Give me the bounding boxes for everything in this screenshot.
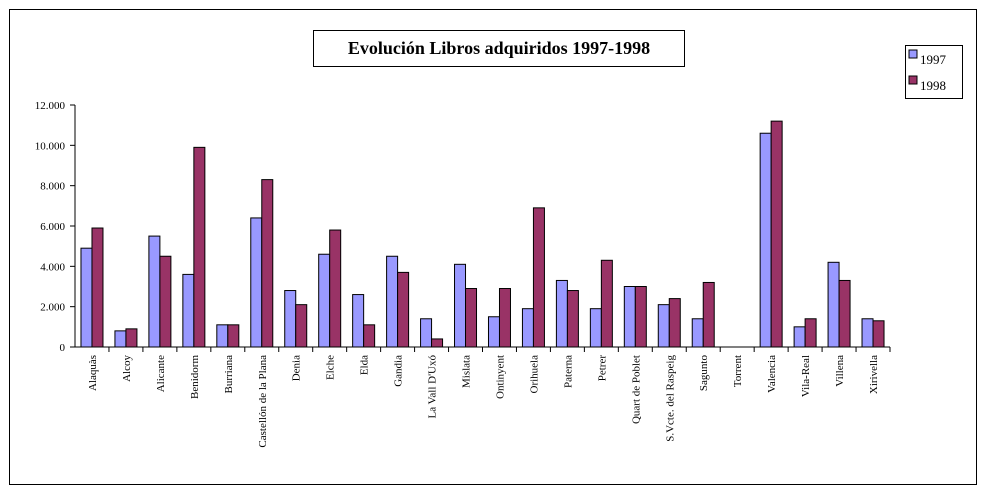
x-tick-label: La Vall D'Uxó	[427, 355, 439, 419]
bar	[566, 290, 579, 348]
bar	[216, 324, 229, 348]
bar	[193, 146, 206, 348]
bar	[295, 304, 308, 348]
y-tick-label: 8.000	[40, 181, 65, 193]
y-tick-label: 4.000	[40, 261, 65, 273]
bar	[623, 286, 636, 348]
x-tick-label: Sagunto	[698, 355, 710, 392]
x-tick-label: Alicante	[155, 355, 167, 392]
legend-label: 1997	[920, 52, 947, 67]
legend-swatch	[908, 49, 918, 59]
bar	[148, 235, 161, 348]
x-tick-label: Paterna	[562, 355, 574, 388]
y-tick-label: 10.000	[35, 140, 66, 152]
x-tick-label: Petrer	[596, 355, 608, 382]
bar	[555, 279, 568, 348]
bar	[352, 294, 365, 348]
bar	[465, 288, 478, 348]
x-tick-label: Valencia	[766, 355, 778, 393]
y-tick-label: 2.000	[40, 302, 65, 314]
x-tick-label: Torrent	[732, 355, 744, 387]
x-tick-label: Mislata	[461, 355, 473, 388]
x-tick-label: Ontinyent	[494, 355, 506, 399]
bar	[770, 120, 783, 348]
x-tick-label: Denia	[291, 355, 303, 381]
y-tick-label: 12.000	[35, 100, 66, 112]
bar	[386, 255, 399, 348]
x-tick-label: S.Vcte. del Raspeig	[664, 355, 676, 442]
x-tick-label: Gandia	[393, 355, 405, 387]
legend-swatch	[908, 75, 918, 85]
x-tick-label: Orihuela	[528, 355, 540, 394]
bar	[793, 326, 806, 348]
bar	[521, 308, 534, 348]
bar	[80, 247, 93, 348]
bar	[431, 338, 444, 348]
x-tick-label: Alcoy	[121, 355, 133, 382]
bar	[589, 308, 602, 348]
bar	[227, 324, 240, 348]
bar	[159, 255, 172, 348]
x-tick-label: Elche	[325, 355, 337, 380]
bar	[702, 281, 715, 348]
bar	[397, 271, 410, 348]
x-tick-label: Elda	[359, 355, 371, 375]
x-tick-label: Vila-Real	[800, 355, 812, 397]
bar	[759, 132, 772, 348]
x-tick-label: Villena	[834, 355, 846, 387]
bar	[284, 290, 297, 348]
bar	[487, 316, 500, 348]
bar	[91, 227, 104, 348]
bar	[634, 286, 647, 348]
bar	[657, 304, 670, 348]
bar	[318, 253, 331, 348]
bar	[872, 320, 885, 348]
bar	[600, 259, 613, 348]
bar	[125, 328, 138, 348]
x-tick-label: Burriana	[223, 355, 235, 394]
bar	[827, 261, 840, 348]
bar	[114, 330, 127, 348]
bar	[261, 179, 274, 348]
x-tick-label: Benidorm	[189, 355, 201, 399]
bar	[250, 217, 263, 348]
bar	[532, 207, 545, 348]
legend-label: 1998	[920, 78, 946, 93]
x-tick-label: Xirivella	[868, 355, 880, 394]
chart-border	[9, 9, 977, 485]
bar	[804, 318, 817, 348]
bar	[420, 318, 433, 348]
bar	[329, 229, 342, 348]
title-box	[313, 30, 685, 67]
bar	[861, 318, 874, 348]
bar	[454, 263, 467, 348]
y-tick-label: 6.000	[40, 221, 65, 233]
y-tick-label: 0	[60, 342, 66, 354]
bar	[498, 288, 511, 348]
chart-title: Evolución Libros adquiridos 1997-1998	[348, 38, 650, 58]
x-tick-label: Quart de Poblet	[630, 355, 642, 424]
x-tick-label: Castellón de la Plana	[257, 355, 269, 448]
bar	[838, 279, 851, 348]
bar	[363, 324, 376, 348]
bar	[691, 318, 704, 348]
bar	[182, 273, 195, 348]
bar	[668, 298, 681, 348]
x-tick-label: Alaquàs	[87, 355, 99, 391]
